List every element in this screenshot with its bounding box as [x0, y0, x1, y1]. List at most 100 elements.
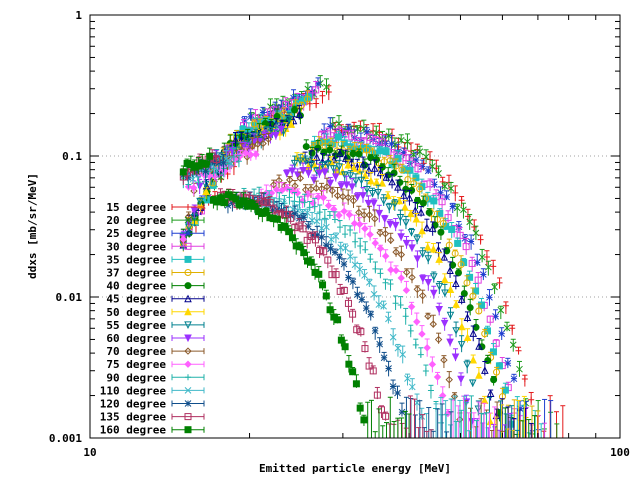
- data-point: [349, 310, 357, 318]
- data-point: [206, 152, 214, 160]
- data-point: [484, 356, 492, 364]
- data-point: [275, 176, 283, 185]
- y-tick-label: 0.001: [49, 432, 82, 445]
- data-point: [384, 191, 392, 200]
- data-point: [302, 143, 310, 151]
- legend-entry-60-degree: 60 degree: [106, 332, 205, 345]
- data-point: [284, 105, 291, 113]
- data-point: [303, 209, 311, 217]
- data-point: [385, 315, 392, 323]
- data-point: [408, 148, 415, 155]
- data-point: [340, 139, 348, 147]
- data-point: [357, 176, 366, 185]
- data-point: [394, 154, 402, 162]
- data-point: [515, 347, 522, 354]
- data-point: [282, 210, 290, 217]
- data-point: [238, 146, 246, 154]
- legend-label: 15 degree: [106, 201, 166, 214]
- data-point: [262, 198, 270, 206]
- data-point: [335, 163, 343, 171]
- legend-label: 135 degree: [100, 411, 167, 424]
- data-point: [367, 311, 375, 318]
- data-point: [416, 185, 424, 193]
- data-point: [270, 181, 278, 189]
- data-point: [437, 228, 445, 236]
- data-point: [202, 160, 210, 168]
- data-point: [474, 276, 482, 284]
- x-axis-label: Emitted particle energy [MeV]: [259, 462, 451, 475]
- data-point: [376, 340, 384, 348]
- data-point: [427, 387, 434, 394]
- data-point: [348, 183, 356, 192]
- data-point: [366, 230, 374, 239]
- data-point: [363, 185, 371, 194]
- data-point: [402, 268, 411, 277]
- data-point: [407, 303, 416, 311]
- data-point: [435, 282, 444, 291]
- data-point: [287, 120, 296, 128]
- data-point: [392, 248, 400, 256]
- data-point: [381, 252, 390, 260]
- data-point: [271, 104, 279, 112]
- data-point: [425, 209, 433, 217]
- data-point: [376, 244, 385, 253]
- data-point: [220, 159, 227, 167]
- data-point: [397, 274, 405, 282]
- data-point: [450, 392, 459, 401]
- data-point: [184, 229, 192, 237]
- data-point: [314, 193, 322, 201]
- data-point: [349, 278, 357, 286]
- data-point: [404, 375, 411, 382]
- legend-entry-70-degree: 70 degree: [106, 345, 205, 358]
- data-point: [429, 273, 438, 281]
- data-point: [382, 279, 389, 286]
- data-point: [422, 153, 430, 161]
- data-point: [468, 379, 477, 388]
- data-point: [458, 197, 465, 204]
- data-point: [349, 197, 358, 205]
- data-point: [323, 223, 330, 231]
- data-point: [435, 255, 443, 263]
- data-point: [412, 156, 420, 164]
- data-point: [327, 245, 334, 253]
- data-point: [184, 334, 192, 343]
- data-point: [282, 169, 291, 178]
- data-point: [321, 169, 329, 177]
- legend-entry-120-degree: 120 degree: [100, 398, 205, 411]
- legend-entry-35-degree: 35 degree: [106, 253, 205, 266]
- data-point: [370, 290, 378, 298]
- data-point: [326, 123, 334, 130]
- data-point: [399, 351, 407, 358]
- data-point: [376, 147, 384, 155]
- data-point: [407, 229, 416, 237]
- data-point: [413, 235, 421, 244]
- data-point: [408, 273, 416, 282]
- data-point: [356, 220, 364, 229]
- data-point: [184, 387, 192, 394]
- data-point: [359, 192, 367, 200]
- data-point: [290, 94, 297, 102]
- data-point: [490, 376, 498, 384]
- data-point: [179, 235, 188, 243]
- data-point: [446, 266, 454, 275]
- data-point: [315, 270, 323, 278]
- data-point: [443, 193, 450, 201]
- data-point: [419, 275, 427, 283]
- data-point: [328, 271, 336, 279]
- data-point: [373, 391, 381, 399]
- data-point: [316, 247, 324, 255]
- data-point: [516, 365, 523, 373]
- data-point: [331, 216, 338, 223]
- data-point: [509, 325, 516, 332]
- data-point: [348, 133, 356, 141]
- data-point: [295, 110, 304, 119]
- data-point: [417, 351, 424, 358]
- data-point: [423, 223, 431, 232]
- data-point: [463, 361, 471, 369]
- data-point: [350, 164, 358, 172]
- data-point: [467, 238, 475, 245]
- data-point: [371, 215, 379, 223]
- data-point: [307, 161, 316, 169]
- data-point: [248, 142, 257, 150]
- data-point: [340, 287, 348, 295]
